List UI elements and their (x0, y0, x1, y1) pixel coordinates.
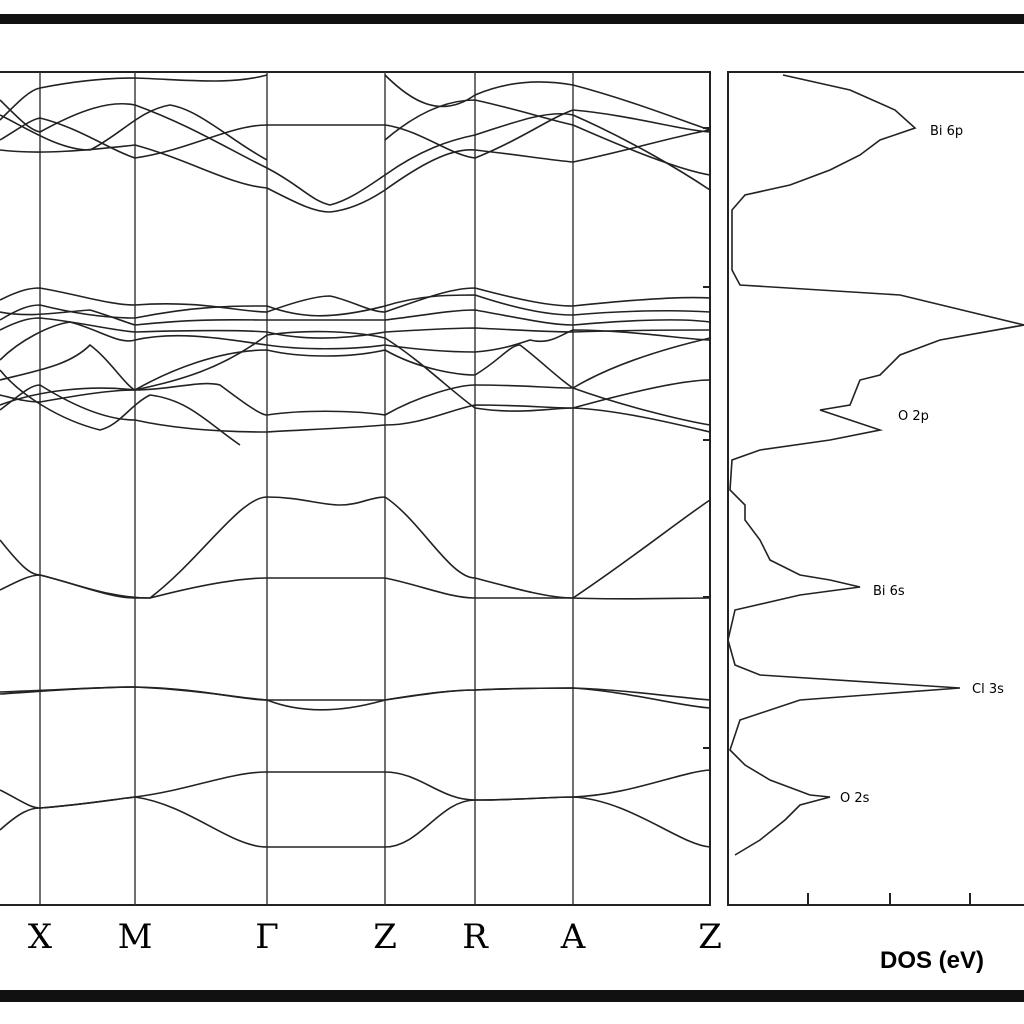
dos-panel: Bi 6p O 2p Bi 6s Cl 3s O 2s DOS (eV) (727, 71, 1024, 974)
edge-ticks (703, 127, 710, 749)
band (0, 104, 268, 161)
dos-label: Bi 6p (930, 124, 963, 139)
k-label: R (462, 917, 489, 957)
dos-curve (727, 74, 1024, 856)
k-label: Z (698, 917, 722, 957)
k-label: Z (373, 917, 397, 957)
k-label: X (28, 917, 53, 957)
dos-label: O 2p (898, 409, 929, 424)
k-label: M (118, 917, 153, 957)
band (0, 287, 711, 313)
band (0, 109, 711, 159)
band (0, 294, 711, 321)
frame-bottom (0, 990, 1024, 1002)
band (0, 789, 711, 848)
dos-label: O 2s (840, 791, 870, 806)
band (0, 74, 268, 121)
frame-top (0, 14, 1024, 24)
k-lines (39, 72, 574, 905)
band (0, 129, 711, 213)
band (0, 99, 711, 206)
band-frame (0, 71, 711, 906)
band (0, 382, 711, 426)
dos-label: Cl 3s (972, 682, 1004, 697)
band (384, 99, 711, 176)
band-panel (0, 71, 711, 906)
band (0, 337, 711, 391)
band (0, 496, 711, 600)
band (0, 686, 711, 711)
k-label: Γ (255, 917, 279, 957)
dos-frame (727, 71, 1024, 906)
bands (0, 74, 711, 848)
band (0, 321, 711, 361)
dos-label: Bi 6s (873, 584, 905, 599)
band (384, 74, 711, 131)
k-label: A (560, 917, 586, 957)
band (0, 317, 711, 339)
band (0, 330, 711, 412)
band (0, 309, 711, 326)
dos-axis-label: DOS (eV) (880, 947, 984, 974)
band (0, 369, 241, 446)
